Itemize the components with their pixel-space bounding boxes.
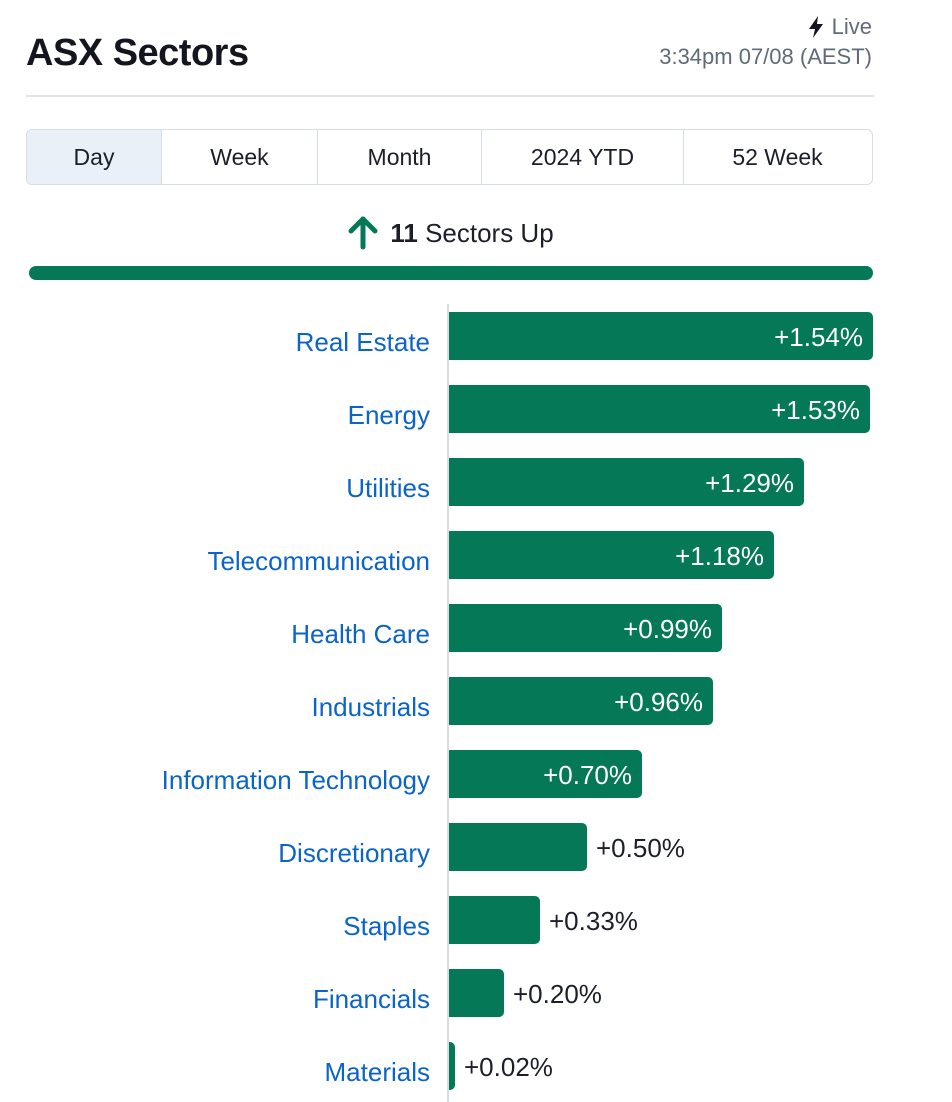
sector-value-real-estate: +1.54% — [774, 322, 863, 352]
sector-row-telecommunication: Telecommunication +1.18% — [0, 531, 952, 579]
chart-axis-line — [447, 304, 449, 1102]
sector-label-telecommunication[interactable]: Telecommunication — [207, 546, 430, 576]
sectors-up-text: Sectors Up — [425, 217, 554, 248]
sector-row-discretionary: Discretionary +0.50% — [0, 823, 952, 871]
live-label: Live — [831, 14, 872, 39]
sectors-up-count: 11 — [390, 217, 418, 248]
sector-row-utilities: Utilities +1.29% — [0, 458, 952, 506]
sectors-up-progress-bar — [29, 266, 873, 280]
sector-bar-utilities — [449, 458, 804, 506]
header-divider — [26, 95, 874, 97]
sector-label-energy[interactable]: Energy — [347, 400, 430, 430]
page-title: ASX Sectors — [26, 32, 249, 74]
tab-week[interactable]: Week — [162, 130, 318, 184]
period-tabs: Day Week Month 2024 YTD 52 Week — [26, 129, 873, 185]
sector-row-staples: Staples +0.33% — [0, 896, 952, 944]
sector-label-industrials[interactable]: Industrials — [311, 692, 431, 722]
sector-value-staples: +0.33% — [549, 906, 638, 936]
sector-value-financials: +0.20% — [513, 979, 602, 1009]
sector-label-real-estate[interactable]: Real Estate — [295, 327, 430, 357]
live-indicator: Live — [808, 14, 872, 40]
sector-bar-staples — [449, 896, 540, 944]
sector-bar-telecommunication — [449, 531, 774, 579]
tab-day[interactable]: Day — [27, 130, 162, 184]
sector-bar-chart: Real Estate +1.54% Energy +1.53% Utilities +1… — [0, 300, 952, 1102]
sector-label-financials[interactable]: Financials — [312, 984, 430, 1014]
sector-row-materials: Materials +0.02% — [0, 1042, 952, 1090]
sector-bar-industrials — [449, 677, 713, 725]
timestamp: 3:34pm 07/08 (AEST) — [659, 44, 872, 69]
sectors-summary: 11 Sectors Up — [0, 216, 900, 250]
sector-value-discretionary: +0.50% — [596, 833, 685, 863]
tab-month[interactable]: Month — [318, 130, 482, 184]
sector-bar-financials — [449, 969, 504, 1017]
sector-label-materials[interactable]: Materials — [324, 1057, 430, 1087]
sector-bar-real-estate — [449, 312, 873, 360]
sector-label-discretionary[interactable]: Discretionary — [278, 838, 430, 868]
sector-row-real-estate: Real Estate +1.54% — [0, 312, 952, 360]
sector-bar-discretionary — [449, 823, 587, 871]
sector-row-health-care: Health Care +0.99% — [0, 604, 952, 652]
arrow-up-icon — [348, 216, 378, 250]
sector-label-information-technology[interactable]: Information Technology — [161, 765, 430, 795]
sector-value-information-technology: +0.70% — [543, 760, 632, 790]
sector-label-utilities[interactable]: Utilities — [346, 473, 430, 503]
lightning-icon — [808, 16, 823, 38]
sector-bar-materials — [449, 1042, 455, 1090]
sector-row-energy: Energy +1.53% — [0, 385, 952, 433]
sector-label-staples[interactable]: Staples — [343, 911, 430, 941]
sector-value-materials: +0.02% — [464, 1052, 553, 1082]
sector-bar-energy — [449, 385, 870, 433]
sector-row-industrials: Industrials +0.96% — [0, 677, 952, 725]
sector-row-information-technology: Information Technology +0.70% — [0, 750, 952, 798]
sector-value-health-care: +0.99% — [623, 614, 712, 644]
sector-value-telecommunication: +1.18% — [675, 541, 764, 571]
sector-value-utilities: +1.29% — [705, 468, 794, 498]
sector-label-health-care[interactable]: Health Care — [291, 619, 430, 649]
sector-value-industrials: +0.96% — [614, 687, 703, 717]
sector-bar-information-technology — [449, 750, 642, 798]
tab-52-week[interactable]: 52 Week — [732, 143, 823, 170]
sector-value-energy: +1.53% — [771, 395, 860, 425]
tab-2024-ytd[interactable]: 2024 YTD — [482, 130, 684, 184]
sector-row-financials: Financials +0.20% — [0, 969, 952, 1017]
sector-bar-health-care — [449, 604, 722, 652]
